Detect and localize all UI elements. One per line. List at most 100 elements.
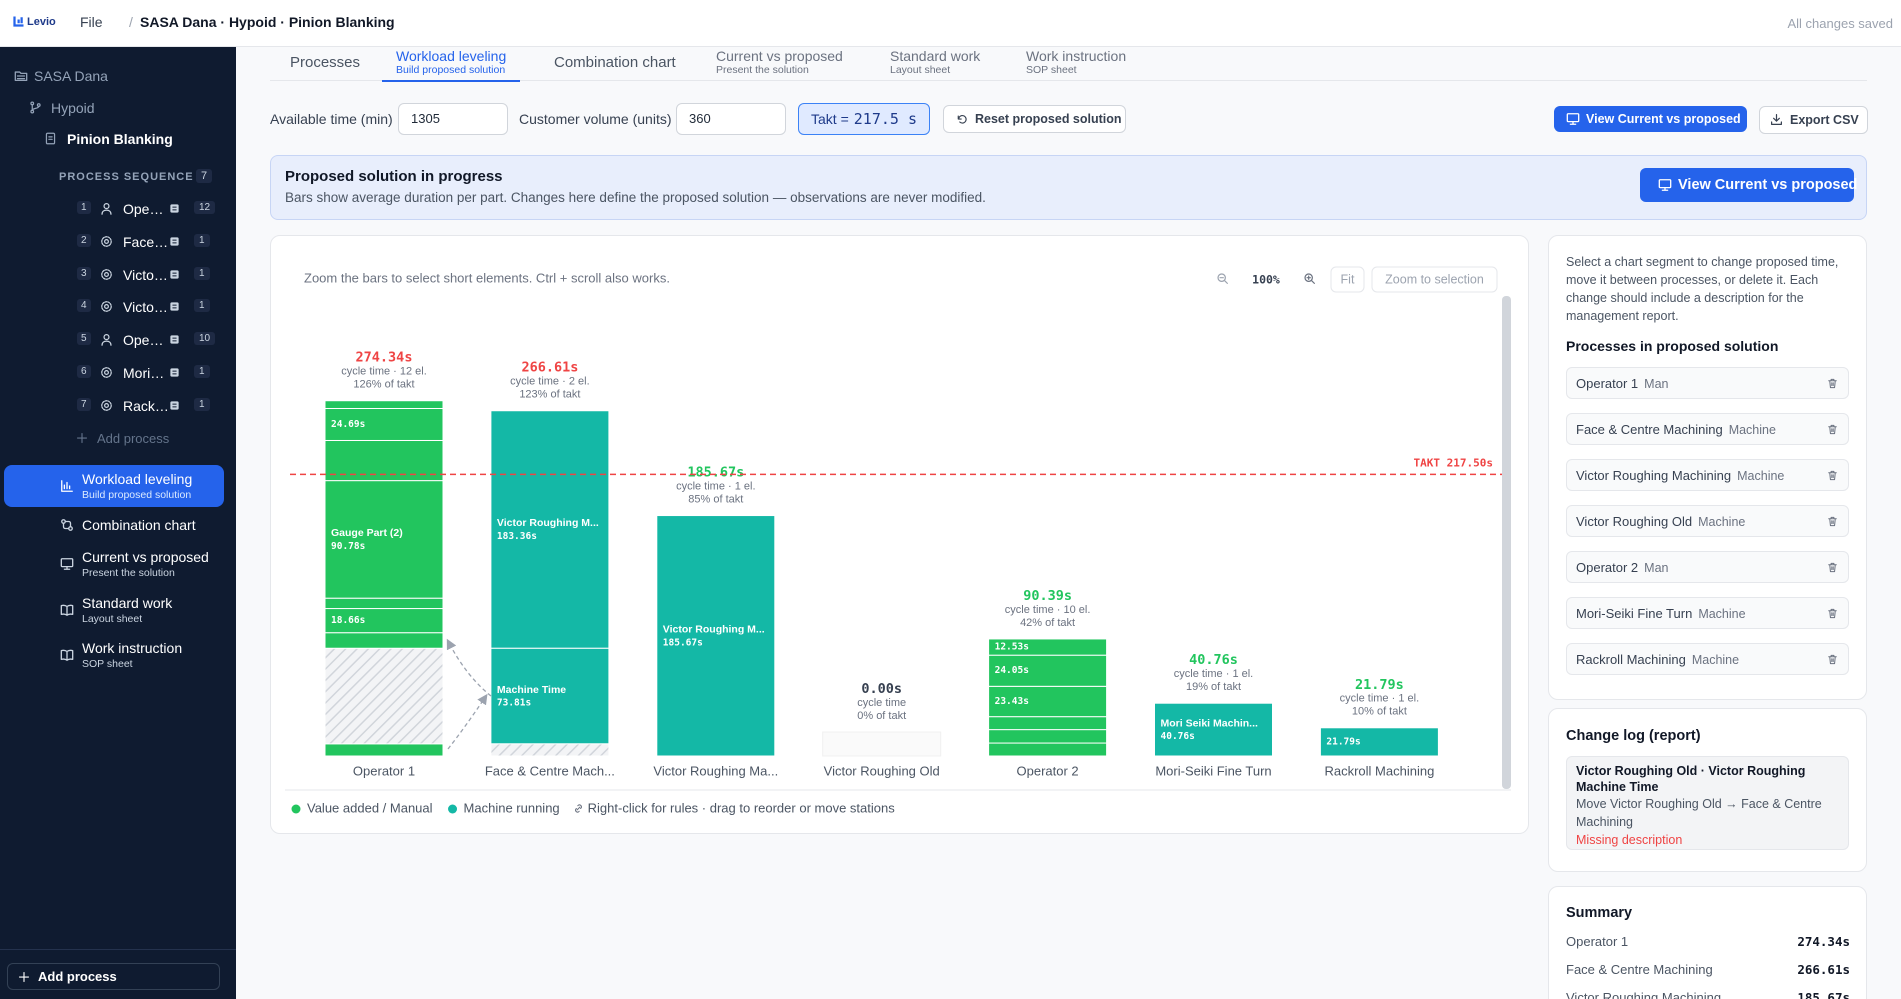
segment[interactable] <box>1154 702 1273 757</box>
banner-button[interactable]: View Current vs proposed <box>1640 168 1857 202</box>
tab[interactable]: Processes <box>276 47 374 80</box>
process-text: Rackroll Machining Machine <box>1576 652 1739 667</box>
icon-part <box>60 558 74 568</box>
process-row[interactable]: 4 Victo… 1 <box>74 296 224 318</box>
input-available-time[interactable]: 1305 <box>398 103 508 135</box>
tab[interactable]: Combination chart <box>540 47 690 80</box>
input-volume[interactable]: 360 <box>676 103 786 135</box>
nav-item[interactable]: Work instruction SOP sheet <box>4 634 224 676</box>
segment-name: Victor Roughing M... <box>497 517 599 529</box>
process-type: Man <box>1644 561 1669 575</box>
nav-item[interactable]: Current vs proposed Present the solution <box>4 543 224 585</box>
add-process-button[interactable]: Add process <box>7 963 220 990</box>
moved-segment[interactable] <box>324 647 444 745</box>
count-badge: 7 <box>196 169 213 183</box>
tab[interactable]: Current vs proposed Present the solution <box>702 47 857 80</box>
icon-part <box>61 480 73 492</box>
icon <box>1658 178 1672 192</box>
segment[interactable] <box>324 597 444 610</box>
segment[interactable] <box>988 742 1108 757</box>
process-row[interactable]: 7 Rack… 1 <box>74 395 224 417</box>
summary-value: 266.61s <box>1797 962 1850 977</box>
takt-share: 123% of takt <box>519 389 580 401</box>
process-row[interactable]: 3 Victo… 1 <box>74 264 224 286</box>
label: Available time (min) <box>270 111 393 127</box>
segment-name: Gauge Part (2) <box>331 527 403 539</box>
segment[interactable] <box>324 743 444 757</box>
tab-label: Workload leveling <box>396 48 507 64</box>
segment[interactable] <box>988 729 1108 744</box>
category-label: Victor Roughing Old <box>824 763 940 778</box>
segment[interactable] <box>1319 727 1439 757</box>
tab[interactable]: Standard work Layout sheet <box>876 47 994 80</box>
count-badge: 1 <box>194 299 210 313</box>
icon-part <box>1661 186 1669 191</box>
icon-part <box>1217 273 1226 282</box>
segment[interactable] <box>988 716 1108 731</box>
icon <box>956 113 968 125</box>
segment[interactable] <box>324 480 444 599</box>
tab[interactable]: Workload leveling Build proposed solution <box>382 47 521 82</box>
process-item[interactable]: Mori-Seiki Fine Turn Machine <box>1566 597 1849 629</box>
nav-item[interactable]: Combination chart <box>4 504 224 546</box>
nav-label: Work instruction <box>82 640 183 656</box>
segment[interactable] <box>988 654 1108 687</box>
tab[interactable]: Work instruction SOP sheet <box>1012 47 1140 80</box>
tree-item[interactable]: SASA Dana <box>34 68 108 84</box>
separator: / <box>129 14 133 30</box>
segment[interactable] <box>324 632 444 649</box>
process-item[interactable]: Operator 2 Man <box>1566 551 1849 583</box>
index-badge: 2 <box>77 233 91 247</box>
process-row[interactable]: 5 Ope… 10 <box>74 329 224 351</box>
segment[interactable] <box>324 407 444 441</box>
chart: Zoom the bars to select short elements. … <box>285 266 1511 815</box>
zoom-selection-button[interactable] <box>1371 266 1498 293</box>
segment[interactable] <box>988 685 1108 718</box>
export-button[interactable]: Export CSV <box>1759 106 1868 134</box>
menu-file[interactable]: File <box>80 14 103 30</box>
cycle-caption: cycle time <box>857 697 906 709</box>
process-row[interactable]: 6 Mori… 1 <box>74 362 224 384</box>
icon-part <box>574 804 582 813</box>
total-label: 90.39s <box>1023 588 1072 604</box>
icon <box>1303 272 1319 285</box>
segment[interactable] <box>988 638 1108 656</box>
icon-part <box>1828 654 1837 665</box>
icon <box>18 971 30 983</box>
moved-segment[interactable] <box>490 743 610 757</box>
process-row[interactable]: 2 Face… 1 <box>74 231 224 253</box>
process-item[interactable]: Face & Centre Machining Machine <box>1566 413 1849 445</box>
icon-part <box>104 402 109 408</box>
instructions: Select a chart segment to change propose… <box>1566 255 1839 323</box>
segment[interactable] <box>656 515 776 757</box>
icon-part <box>1828 470 1837 481</box>
segment[interactable] <box>324 400 444 409</box>
legend-note: Right-click for rules · drag to reorder … <box>588 800 896 815</box>
process-item[interactable]: Operator 1 Man <box>1566 367 1849 399</box>
legend-dot <box>291 804 301 814</box>
change-entry[interactable]: Victor Roughing Old · Victor Roughing Ma… <box>1566 756 1849 850</box>
process-item[interactable]: Rackroll Machining Machine <box>1566 643 1849 675</box>
icon <box>1827 608 1838 619</box>
tree-item[interactable]: Pinion Blanking <box>67 131 173 147</box>
icon-part <box>103 334 110 341</box>
process-item[interactable]: Victor Roughing Old Machine <box>1566 505 1849 537</box>
nav-item[interactable]: Standard work Layout sheet <box>4 589 224 631</box>
tab-label: Work instruction <box>1026 48 1127 64</box>
process-row[interactable]: 1 Ope… 12 <box>74 198 224 220</box>
icon-part <box>31 104 40 112</box>
icon-part <box>172 206 177 211</box>
nav-item[interactable]: Workload leveling Build proposed solution <box>4 465 224 507</box>
icon-part <box>101 268 112 280</box>
icon-part <box>170 204 179 213</box>
segment[interactable] <box>490 647 610 745</box>
process-name: Victor Roughing Machining <box>1576 468 1732 483</box>
breadcrumb: SASA Dana · Hypoid · Pinion Blanking <box>140 14 395 30</box>
reset-button[interactable]: Reset proposed solution <box>943 105 1126 133</box>
tab-label: Processes <box>290 54 361 71</box>
process-item[interactable]: Victor Roughing Machining Machine <box>1566 459 1849 491</box>
segment[interactable] <box>490 410 610 649</box>
tree-item[interactable]: Hypoid <box>51 100 95 116</box>
view-button[interactable]: View Current vs proposed <box>1554 106 1747 132</box>
fit-button[interactable] <box>1330 266 1365 293</box>
